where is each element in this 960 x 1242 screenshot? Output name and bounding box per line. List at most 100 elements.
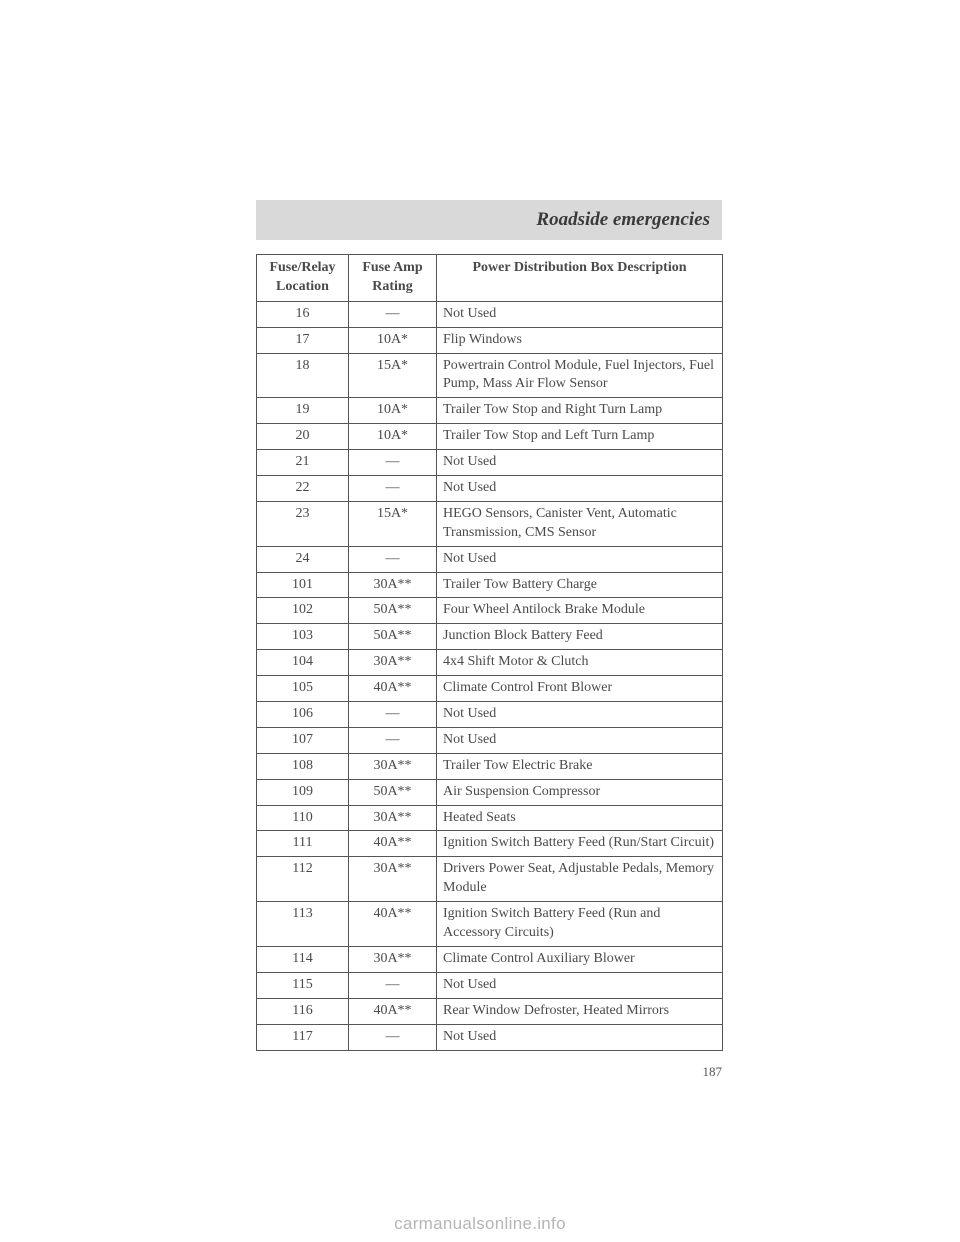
section-heading-bar: Roadside emergencies — [256, 200, 722, 240]
cell-location: 102 — [257, 598, 349, 624]
table-row: 10540A**Climate Control Front Blower — [257, 676, 723, 702]
table-row: 11430A**Climate Control Auxiliary Blower — [257, 946, 723, 972]
table-row: 10130A**Trailer Tow Battery Charge — [257, 572, 723, 598]
cell-location: 21 — [257, 450, 349, 476]
cell-location: 107 — [257, 727, 349, 753]
cell-description: Not Used — [437, 702, 723, 728]
cell-location: 106 — [257, 702, 349, 728]
cell-amp: 10A* — [349, 327, 437, 353]
cell-location: 24 — [257, 546, 349, 572]
cell-location: 112 — [257, 857, 349, 902]
cell-location: 16 — [257, 301, 349, 327]
cell-description: Air Suspension Compressor — [437, 779, 723, 805]
cell-location: 19 — [257, 398, 349, 424]
cell-location: 103 — [257, 624, 349, 650]
cell-description: Drivers Power Seat, Adjustable Pedals, M… — [437, 857, 723, 902]
cell-amp: 30A** — [349, 572, 437, 598]
table-row: 11640A**Rear Window Defroster, Heated Mi… — [257, 998, 723, 1024]
table-row: 1910A*Trailer Tow Stop and Right Turn La… — [257, 398, 723, 424]
cell-description: Heated Seats — [437, 805, 723, 831]
cell-description: Not Used — [437, 301, 723, 327]
cell-amp: 50A** — [349, 779, 437, 805]
cell-amp: 50A** — [349, 624, 437, 650]
cell-location: 117 — [257, 1024, 349, 1050]
cell-description: Trailer Tow Electric Brake — [437, 753, 723, 779]
table-row: 10250A**Four Wheel Antilock Brake Module — [257, 598, 723, 624]
cell-location: 108 — [257, 753, 349, 779]
table-row: 11030A**Heated Seats — [257, 805, 723, 831]
table-row: 2010A*Trailer Tow Stop and Left Turn Lam… — [257, 424, 723, 450]
table-row: 24—Not Used — [257, 546, 723, 572]
table-body: 16—Not Used1710A*Flip Windows1815A*Power… — [257, 301, 723, 1050]
cell-amp: — — [349, 450, 437, 476]
cell-amp: — — [349, 546, 437, 572]
cell-description: Junction Block Battery Feed — [437, 624, 723, 650]
cell-location: 17 — [257, 327, 349, 353]
cell-amp: 30A** — [349, 805, 437, 831]
table-header-row: Fuse/Relay Location Fuse Amp Rating Powe… — [257, 255, 723, 302]
cell-amp: — — [349, 301, 437, 327]
cell-amp: — — [349, 972, 437, 998]
cell-description: Rear Window Defroster, Heated Mirrors — [437, 998, 723, 1024]
cell-description: HEGO Sensors, Canister Vent, Automatic T… — [437, 501, 723, 546]
table-row: 11230A**Drivers Power Seat, Adjustable P… — [257, 857, 723, 902]
cell-description: Trailer Tow Stop and Right Turn Lamp — [437, 398, 723, 424]
cell-description: Powertrain Control Module, Fuel Injector… — [437, 353, 723, 398]
table-row: 10830A**Trailer Tow Electric Brake — [257, 753, 723, 779]
table-row: 10950A**Air Suspension Compressor — [257, 779, 723, 805]
cell-location: 104 — [257, 650, 349, 676]
cell-description: Climate Control Front Blower — [437, 676, 723, 702]
cell-amp: 30A** — [349, 946, 437, 972]
cell-location: 109 — [257, 779, 349, 805]
cell-location: 22 — [257, 476, 349, 502]
table-row: 1815A*Powertrain Control Module, Fuel In… — [257, 353, 723, 398]
cell-amp: — — [349, 727, 437, 753]
cell-description: Not Used — [437, 727, 723, 753]
table-row: 11140A**Ignition Switch Battery Feed (Ru… — [257, 831, 723, 857]
cell-description: Flip Windows — [437, 327, 723, 353]
cell-description: Ignition Switch Battery Feed (Run and Ac… — [437, 902, 723, 947]
col-header-location: Fuse/Relay Location — [257, 255, 349, 302]
cell-amp: — — [349, 702, 437, 728]
table-row: 16—Not Used — [257, 301, 723, 327]
table-row: 117—Not Used — [257, 1024, 723, 1050]
cell-description: Not Used — [437, 1024, 723, 1050]
cell-location: 113 — [257, 902, 349, 947]
cell-description: Not Used — [437, 450, 723, 476]
table-row: 21—Not Used — [257, 450, 723, 476]
cell-amp: — — [349, 476, 437, 502]
table-row: 2315A*HEGO Sensors, Canister Vent, Autom… — [257, 501, 723, 546]
cell-amp: 40A** — [349, 998, 437, 1024]
cell-location: 23 — [257, 501, 349, 546]
cell-amp: 30A** — [349, 753, 437, 779]
table-row: 107—Not Used — [257, 727, 723, 753]
col-header-amp: Fuse Amp Rating — [349, 255, 437, 302]
page-number: 187 — [703, 1064, 723, 1080]
cell-amp: — — [349, 1024, 437, 1050]
cell-location: 20 — [257, 424, 349, 450]
cell-amp: 30A** — [349, 857, 437, 902]
section-heading: Roadside emergencies — [536, 209, 710, 231]
cell-description: 4x4 Shift Motor & Clutch — [437, 650, 723, 676]
cell-description: Ignition Switch Battery Feed (Run/Start … — [437, 831, 723, 857]
table-row: 1710A*Flip Windows — [257, 327, 723, 353]
cell-description: Not Used — [437, 972, 723, 998]
cell-amp: 50A** — [349, 598, 437, 624]
cell-amp: 30A** — [349, 650, 437, 676]
cell-location: 116 — [257, 998, 349, 1024]
table-row: 115—Not Used — [257, 972, 723, 998]
cell-description: Not Used — [437, 546, 723, 572]
cell-location: 101 — [257, 572, 349, 598]
cell-amp: 40A** — [349, 676, 437, 702]
cell-amp: 10A* — [349, 398, 437, 424]
table-row: 11340A**Ignition Switch Battery Feed (Ru… — [257, 902, 723, 947]
page-content: Roadside emergencies Fuse/Relay Location… — [256, 200, 722, 1051]
table-row: 106—Not Used — [257, 702, 723, 728]
cell-location: 114 — [257, 946, 349, 972]
cell-amp: 15A* — [349, 501, 437, 546]
cell-description: Four Wheel Antilock Brake Module — [437, 598, 723, 624]
cell-amp: 40A** — [349, 831, 437, 857]
cell-location: 110 — [257, 805, 349, 831]
cell-amp: 10A* — [349, 424, 437, 450]
fuse-table: Fuse/Relay Location Fuse Amp Rating Powe… — [256, 254, 723, 1051]
